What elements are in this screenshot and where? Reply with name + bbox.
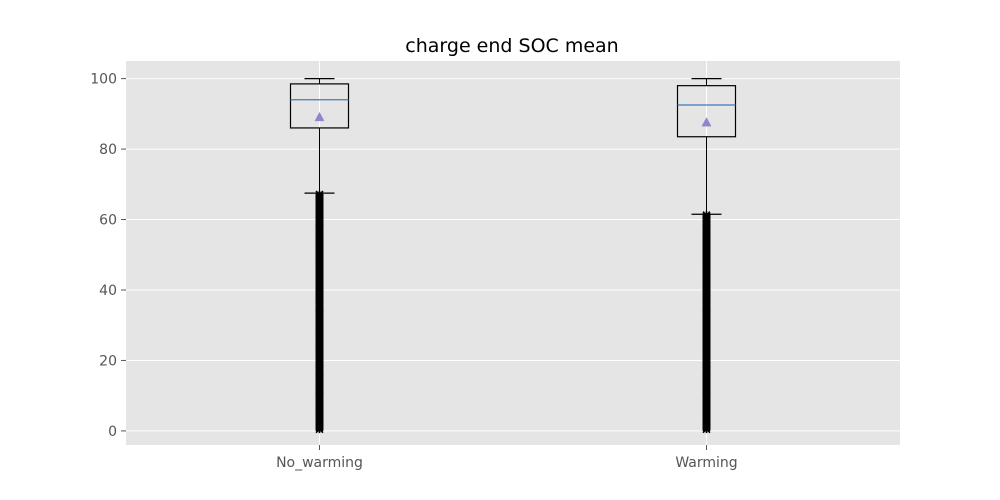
y-tick-label: 0	[108, 424, 117, 440]
box-no-warming	[289, 78, 350, 434]
plot-area	[126, 61, 900, 445]
y-tick-label: 40	[99, 283, 117, 299]
outliers	[315, 190, 324, 434]
x-tick-label: No_warming	[276, 455, 363, 471]
grid-layer	[126, 61, 900, 445]
outlier-point	[315, 190, 324, 199]
box-warming	[676, 78, 737, 434]
y-tick-label: 20	[99, 353, 117, 369]
box-iqr	[676, 85, 737, 138]
y-axis: 0 20 40 60 80 100	[90, 72, 126, 440]
box-iqr	[289, 83, 350, 129]
y-tick-label: 60	[99, 213, 117, 229]
y-tick-label: 100	[90, 72, 117, 88]
outlier-point	[702, 211, 711, 220]
mean-marker	[314, 111, 325, 122]
boxes-layer	[289, 78, 737, 434]
y-tick-label: 80	[99, 142, 117, 158]
chart-title: charge end SOC mean	[405, 35, 618, 57]
x-tick-label: Warming	[675, 455, 737, 471]
mean-marker	[701, 117, 712, 127]
x-axis: No_warming Warming	[276, 445, 738, 471]
outliers	[702, 211, 711, 434]
